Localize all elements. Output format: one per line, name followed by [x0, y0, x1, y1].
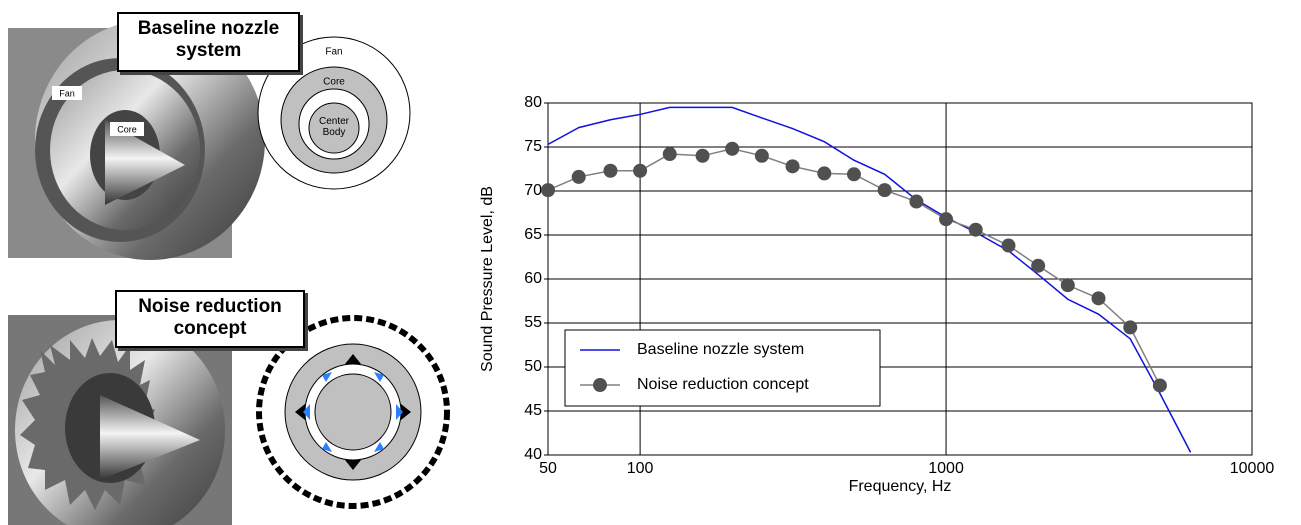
x-tick-label: 100 — [627, 460, 654, 477]
y-tick-label: 45 — [524, 402, 542, 419]
series-marker — [1152, 378, 1167, 393]
x-axis-label: Frequency, Hz — [849, 478, 952, 495]
legend-label: Baseline nozzle system — [637, 341, 804, 358]
top-label: Baseline nozzle system — [117, 12, 300, 72]
y-tick-label: 70 — [524, 182, 542, 199]
series-marker — [817, 166, 832, 181]
diagram-center-box: Center Body — [318, 116, 349, 138]
photo-concept — [8, 315, 232, 525]
diagram-baseline — [257, 36, 411, 190]
series-marker — [662, 147, 677, 162]
diagram-core-label: Core — [323, 77, 345, 88]
series-marker — [1060, 278, 1075, 293]
y-tick-label: 40 — [524, 446, 542, 463]
legend-label: Noise reduction concept — [637, 376, 809, 393]
diagram-concept — [256, 315, 450, 509]
y-axis-label: Sound Pressure Level, dB — [479, 186, 496, 372]
series-line — [547, 106, 1192, 453]
series-marker — [785, 159, 800, 174]
series-marker — [1031, 258, 1046, 273]
series-marker — [603, 163, 618, 178]
photo-fan-label: Fan — [59, 88, 75, 98]
series-marker — [968, 222, 983, 237]
series-marker — [695, 148, 710, 163]
x-tick-label: 1000 — [928, 460, 964, 477]
diagram-center-label: Center Body — [318, 116, 349, 138]
legend — [564, 329, 881, 407]
series-marker — [1123, 320, 1138, 335]
series-marker — [633, 163, 648, 178]
series-marker — [1091, 291, 1106, 306]
y-tick-label: 55 — [524, 314, 542, 331]
series-marker — [1001, 238, 1016, 253]
series-marker — [909, 194, 924, 209]
legend-marker — [593, 378, 607, 392]
series-marker — [754, 148, 769, 163]
bottom-label: Noise reduction concept — [115, 290, 305, 348]
diagram-fan-label: Fan — [325, 47, 342, 58]
series-marker — [846, 167, 861, 182]
x-tick-label: 50 — [539, 460, 557, 477]
x-tick-label: 10000 — [1230, 460, 1275, 477]
y-tick-label: 75 — [524, 138, 542, 155]
series-marker — [541, 183, 555, 198]
series-marker — [877, 183, 892, 198]
photo-core-label: Core — [117, 124, 137, 134]
plot-frame — [547, 102, 1253, 456]
series-marker — [571, 169, 586, 184]
y-tick-label: 50 — [524, 358, 542, 375]
series-marker — [939, 212, 954, 227]
y-tick-label: 65 — [524, 226, 542, 243]
y-tick-label: 80 — [524, 94, 542, 111]
series-marker — [725, 141, 740, 156]
y-tick-label: 60 — [524, 270, 542, 287]
